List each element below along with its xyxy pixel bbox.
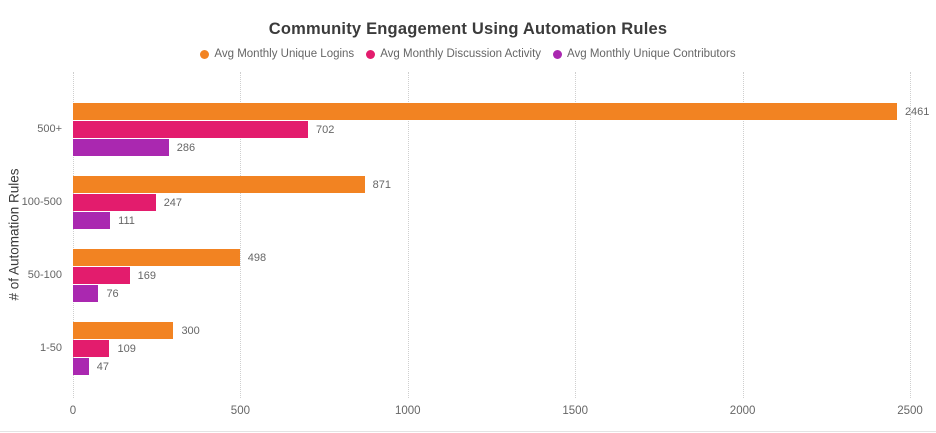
- bar-row: 76: [73, 285, 910, 302]
- bar-logins[interactable]: [73, 176, 365, 193]
- bar-value-label: 111: [118, 214, 135, 227]
- gridline: [575, 72, 577, 398]
- category-label: 50-100: [27, 269, 62, 281]
- bar-group: 300 109 47: [73, 322, 910, 376]
- bar-contributors[interactable]: [73, 285, 99, 302]
- bar-value-label: 286: [176, 141, 196, 154]
- bar-contributors[interactable]: [73, 212, 111, 229]
- bar-discussion[interactable]: [73, 340, 110, 357]
- legend-item-label: Avg Monthly Unique Contributors: [567, 48, 736, 60]
- x-tick-label: 500: [230, 405, 250, 417]
- legend-item-label: Avg Monthly Discussion Activity: [380, 48, 542, 60]
- bar-discussion[interactable]: [73, 121, 309, 138]
- x-tick-label: 0: [69, 405, 77, 417]
- bar-logins[interactable]: [73, 249, 240, 266]
- bar-value-label: 247: [163, 196, 183, 209]
- x-tick-label: 1000: [395, 405, 421, 417]
- bar-row: 47: [73, 358, 910, 375]
- gridline: [742, 72, 744, 398]
- category-label: 1-50: [39, 342, 62, 354]
- gridline: [407, 72, 409, 398]
- bar-logins[interactable]: [73, 322, 174, 339]
- bar-row: 702: [73, 121, 910, 138]
- bar-row: 498: [73, 249, 910, 266]
- gridline: [240, 72, 242, 398]
- legend: Avg Monthly Unique Logins Avg Monthly Dis…: [0, 48, 936, 60]
- x-tick-label: 1500: [562, 405, 588, 417]
- plot-area: 2461 702 286 871 247 111 498 169 76 300 109 47: [73, 72, 929, 398]
- bar-value-label: 2461: [904, 105, 930, 118]
- bar-group: 498 169 76: [73, 249, 910, 303]
- gridline: [910, 72, 911, 398]
- category-axis: 500+ 100-500 50-100 1-50: [0, 72, 67, 398]
- bar-value-label: 109: [117, 342, 136, 355]
- bar-discussion[interactable]: [73, 194, 156, 211]
- bar-row: 247: [73, 194, 910, 211]
- bar-group: 871 247 111: [73, 176, 910, 230]
- x-axis: 0 500 1000 1500 2000 2500: [69, 405, 923, 421]
- legend-item[interactable]: Avg Monthly Unique Logins: [200, 48, 354, 60]
- bar-value-label: 702: [316, 123, 335, 136]
- bar-contributors[interactable]: [73, 139, 169, 156]
- bar-value-label: 498: [247, 251, 267, 264]
- bar-row: 111: [73, 212, 910, 229]
- x-tick-label: 2000: [729, 405, 756, 417]
- bar-row: 169: [73, 267, 910, 284]
- bar-value-label: 76: [106, 287, 119, 300]
- bar-contributors[interactable]: [73, 358, 89, 375]
- bar-row: 109: [73, 340, 910, 357]
- bar-row: 2461: [73, 103, 929, 120]
- legend-item-label: Avg Monthly Unique Logins: [214, 48, 355, 60]
- bar-value-label: 871: [372, 178, 391, 191]
- legend-item[interactable]: Avg Monthly Unique Contributors: [553, 48, 736, 60]
- bar-value-label: 169: [137, 269, 156, 282]
- gridline: [73, 72, 74, 398]
- bar-logins[interactable]: [73, 103, 897, 120]
- bar-row: 286: [73, 139, 910, 156]
- x-tick-label: 2500: [897, 405, 923, 417]
- legend-item[interactable]: Avg Monthly Discussion Activity: [366, 48, 541, 60]
- bar-value-label: 47: [96, 360, 109, 373]
- category-label: 100-500: [21, 196, 62, 208]
- legend-dot-icon: [553, 49, 563, 59]
- bar-row: 871: [73, 176, 910, 193]
- bar-discussion[interactable]: [73, 267, 130, 284]
- bar-group: 2461 702 286: [73, 103, 929, 157]
- legend-dot-icon: [366, 49, 376, 59]
- category-label: 500+: [37, 123, 62, 135]
- chart-title: Community Engagement Using Automation Ru…: [268, 20, 668, 38]
- bar-value-label: 300: [181, 324, 200, 337]
- legend-dot-icon: [200, 49, 210, 59]
- bottom-divider: [0, 431, 936, 432]
- bar-row: 300: [73, 322, 910, 339]
